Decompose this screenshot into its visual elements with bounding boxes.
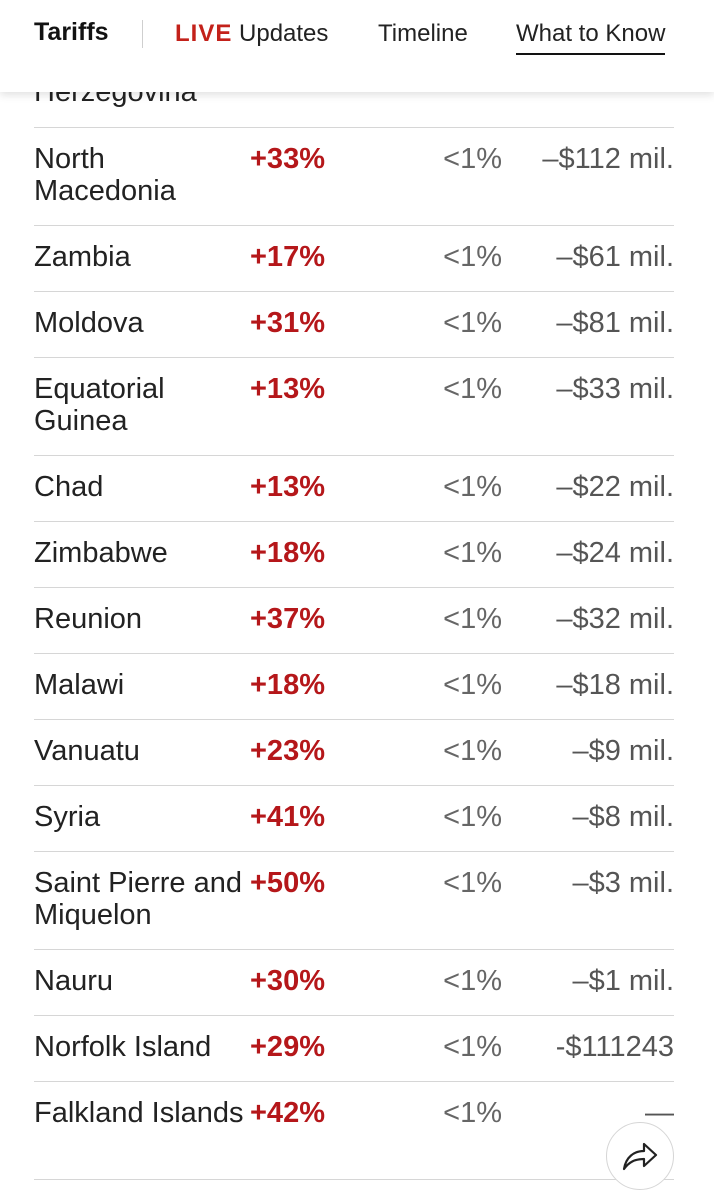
country-name: Nauru [34,965,113,997]
tariff-change: +42% [250,1097,325,1129]
country-name: Syria [34,801,101,833]
country-name: Reunion [34,603,143,635]
nav-timeline[interactable]: Timeline [378,20,468,47]
trade-share: <1% [443,735,502,767]
trade-value: –$9 mil. [572,735,674,767]
table-row: Chad +13% <1% –$22 mil. [34,456,674,522]
country-name: Vanuatu [34,735,140,767]
table-row: North Macedonia +33% <1% –$112 mil. [34,128,674,226]
trade-share: <1% [443,537,502,569]
tariff-change: +13% [250,471,325,503]
country-name: Norfolk Island [34,1031,212,1063]
tariff-change: +13% [250,373,325,405]
table-row: Nauru +30% <1% –$1 mil. [34,950,674,1016]
table-body: North Macedonia +33% <1% –$112 mil. Zambia +1… [34,128,674,1180]
country-name: Chad [34,471,104,503]
trade-share: <1% [443,801,502,833]
table-row: Syria +41% <1% –$8 mil. [34,786,674,852]
trade-share: <1% [443,965,502,997]
table-row: Vanuatu +23% <1% –$9 mil. [34,720,674,786]
trade-value: –$22 mil. [556,471,674,503]
tariff-change: +17% [250,241,325,273]
trade-value: –$61 mil. [556,241,674,273]
tariff-change: +37% [250,603,325,635]
table-row: Norfolk Island +29% <1% -$111243 [34,1016,674,1082]
country-name: Moldova [34,307,144,339]
updates-label: Updates [239,20,329,47]
trade-share: <1% [443,373,502,405]
table-row: Falkland Islands +42% <1% — [34,1082,674,1180]
nav-what-to-know[interactable]: What to Know [516,20,666,55]
trade-value: –$8 mil. [572,801,674,833]
trade-value: –$33 mil. [556,373,674,405]
share-arrow-icon [622,1142,658,1171]
trade-value: –$18 mil. [556,669,674,701]
tariff-change: +33% [250,143,325,175]
nav-live-updates[interactable]: LIVE Updates [175,20,328,48]
trade-value: –$81 mil. [556,307,674,339]
table-row: Zambia +17% <1% –$61 mil. [34,226,674,292]
trade-share: <1% [443,1097,502,1129]
tariff-change: +29% [250,1031,325,1063]
tariff-change: +18% [250,537,325,569]
tariff-table: Herzegovina North Macedonia +33% <1% –$112 … [34,60,674,1180]
nav-divider [142,20,143,48]
tariff-change: +18% [250,669,325,701]
top-navigation-bar: Tariffs LIVE Updates Timeline What to Kn… [0,0,714,92]
country-name: Saint Pierre and Miquelon [34,867,242,931]
table-row: Saint Pierre and Miquelon +50% <1% –$3 mil. [34,852,674,950]
trade-value: –$112 mil. [542,143,674,175]
table-row: Reunion +37% <1% –$32 mil. [34,588,674,654]
trade-share: <1% [443,241,502,273]
tariff-change: +50% [250,867,325,899]
table-row: Zimbabwe +18% <1% –$24 mil. [34,522,674,588]
trade-share: <1% [443,603,502,635]
trade-value: –$1 mil. [572,965,674,997]
tariff-change: +41% [250,801,325,833]
trade-share: <1% [443,669,502,701]
table-row: Malawi +18% <1% –$18 mil. [34,654,674,720]
country-name: Malawi [34,669,125,701]
trade-value: –$32 mil. [556,603,674,635]
country-name: Equatorial Guinea [34,373,165,437]
section-title[interactable]: Tariffs [34,18,109,46]
trade-value: -$111243 [555,1031,674,1063]
trade-share: <1% [443,143,502,175]
table-row: Equatorial Guinea +13% <1% –$33 mil. [34,358,674,456]
trade-share: <1% [443,1031,502,1063]
trade-value: –$3 mil. [572,867,674,899]
share-button[interactable] [606,1122,674,1190]
trade-value: –$24 mil. [556,537,674,569]
live-label: LIVE [175,20,233,47]
table-row: Moldova +31% <1% –$81 mil. [34,292,674,358]
country-name: Zambia [34,241,131,273]
tariff-change: +30% [250,965,325,997]
tariff-change: +31% [250,307,325,339]
trade-share: <1% [443,307,502,339]
trade-share: <1% [443,471,502,503]
country-name: North Macedonia [34,143,176,207]
country-name: Zimbabwe [34,537,168,569]
trade-share: <1% [443,867,502,899]
tariff-change: +23% [250,735,325,767]
country-name: Falkland Islands [34,1097,244,1129]
